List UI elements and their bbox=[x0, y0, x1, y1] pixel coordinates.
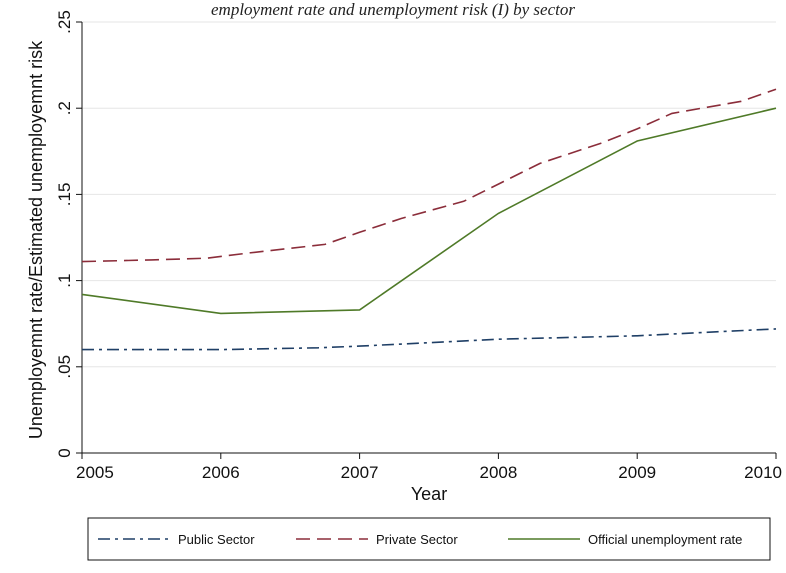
x-tick-label: 2010 bbox=[744, 463, 782, 482]
legend-box bbox=[87, 517, 771, 561]
y-tick-label: .2 bbox=[55, 101, 74, 115]
x-tick-label: 2006 bbox=[202, 463, 240, 482]
x-tick-label: 2005 bbox=[76, 463, 114, 482]
plot-area bbox=[82, 22, 776, 453]
legend-label-private-sector: Private Sector bbox=[376, 532, 458, 547]
legend: Public Sector Private Sector Official unem… bbox=[98, 532, 742, 547]
y-tick-label: .1 bbox=[55, 274, 74, 288]
y-tick-label: .05 bbox=[55, 355, 74, 379]
legend-label-official-unemployment-rate: Official unemployment rate bbox=[588, 532, 742, 547]
x-tick-label: 2007 bbox=[341, 463, 379, 482]
series-line-official-unemployment-rate bbox=[81, 107, 777, 315]
series-line-public-sector bbox=[82, 328, 777, 351]
y-axis-title: Unemployemnt rate/Estimated unemployemnt… bbox=[26, 40, 46, 439]
y-axis-ticks: 0 .05 .1 .15 .2 .25 bbox=[55, 10, 82, 458]
series-line-private-sector bbox=[81, 88, 777, 263]
x-axis-title: Year bbox=[411, 484, 447, 504]
legend-label-public-sector: Public Sector bbox=[178, 532, 255, 547]
series-lines bbox=[81, 88, 777, 351]
y-tick-label: .15 bbox=[55, 183, 74, 207]
x-tick-label: 2009 bbox=[618, 463, 656, 482]
x-tick-label: 2008 bbox=[479, 463, 517, 482]
y-tick-label: 0 bbox=[55, 448, 74, 457]
y-tick-label: .25 bbox=[55, 10, 74, 34]
figure-caption: employment rate and unemployment risk (I… bbox=[211, 0, 575, 19]
x-axis-ticks: 2005 2006 2007 2008 2009 2010 bbox=[76, 453, 782, 482]
